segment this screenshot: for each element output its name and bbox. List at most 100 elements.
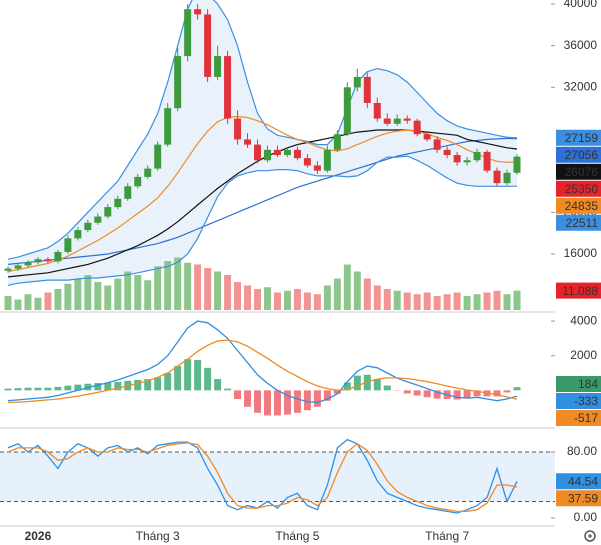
volume-bar (74, 278, 82, 310)
last-value-box (556, 197, 601, 214)
overlay-line (7, 155, 518, 286)
volume-bar (184, 262, 192, 310)
candle-body (443, 149, 451, 156)
candle-body (134, 176, 142, 187)
candle-body (144, 168, 152, 177)
candle-body (224, 56, 232, 119)
histogram-bar (283, 390, 291, 415)
histogram-bar (174, 366, 182, 391)
volume-bar (463, 296, 471, 310)
histogram-bar (263, 390, 271, 416)
histogram-bar (244, 390, 252, 407)
volume-bar (14, 299, 22, 310)
y-tick-label: 80.00 (567, 444, 597, 458)
volume-bar (24, 294, 32, 310)
volume-bar (4, 296, 12, 310)
histogram-bar (383, 385, 391, 391)
volume-bar (164, 261, 172, 310)
candle-body (393, 118, 401, 124)
volume-bar (254, 289, 262, 310)
candle-body (493, 170, 501, 184)
candle-body (373, 102, 381, 119)
x-tick-label: 2026 (25, 529, 52, 543)
histogram-bar (4, 388, 12, 391)
candle-body (44, 259, 52, 262)
candle-body (164, 108, 172, 145)
candle-body (4, 268, 12, 271)
volume-bar (234, 282, 242, 310)
settings-icon[interactable] (584, 530, 596, 542)
volume-bar (443, 294, 451, 310)
volume-bar (104, 285, 112, 310)
volume-bar (413, 294, 421, 310)
volume-bar (513, 290, 521, 310)
volume-bar (263, 287, 271, 310)
candle-body (363, 76, 371, 103)
last-value-label: -333 (574, 394, 598, 408)
candle-body (293, 149, 301, 159)
macd-line (7, 339, 518, 404)
volume-bar (194, 264, 202, 310)
histogram-bar (503, 390, 511, 393)
histogram-bar (104, 382, 112, 391)
histogram-bar (184, 359, 192, 391)
histogram-bar (14, 388, 22, 391)
candle-body (14, 265, 22, 269)
histogram-bar (64, 385, 72, 391)
volume-bar (453, 292, 461, 310)
candle-body (174, 56, 182, 109)
candle-body (413, 120, 421, 135)
histogram-bar (343, 382, 351, 391)
candle-body (453, 155, 461, 163)
histogram-bar (44, 387, 52, 391)
last-value-box (556, 410, 601, 426)
settings-icon-dot[interactable] (588, 534, 592, 538)
overlay-line (7, 137, 518, 265)
macd-line (7, 320, 518, 404)
volume-bar (423, 292, 431, 310)
last-value-label: -517 (574, 411, 598, 425)
histogram-bar (273, 390, 281, 416)
candle-body (343, 87, 351, 135)
histogram-bar (493, 390, 501, 397)
last-value-box (556, 393, 601, 409)
candle-body (54, 251, 62, 262)
candle-body (383, 118, 391, 124)
candle-body (94, 216, 102, 223)
candle-body (184, 9, 192, 57)
candle-body (24, 262, 32, 266)
last-value-box (556, 129, 601, 146)
y-tick-label: 16000 (564, 246, 598, 260)
histogram-bar (473, 390, 481, 397)
histogram-bar (353, 375, 361, 391)
candle-body (313, 165, 321, 171)
x-tick-label: Tháng 3 (136, 529, 180, 543)
candle-body (214, 56, 222, 77)
candle-body (34, 259, 42, 263)
candle-body (263, 149, 271, 161)
candle-body (104, 207, 112, 217)
last-value-box (556, 180, 601, 197)
candle-body (323, 149, 331, 171)
volume-bar (393, 290, 401, 310)
volume-bar (94, 282, 102, 310)
stochastic-line (7, 442, 518, 513)
histogram-bar (513, 387, 521, 391)
volume-bar (134, 275, 142, 310)
candle-body (483, 151, 491, 171)
last-value-label: 11.088 (562, 284, 598, 298)
histogram-bar (333, 390, 341, 394)
candle-body (403, 118, 411, 121)
volume-bar (54, 289, 62, 310)
histogram-bar (413, 390, 421, 396)
histogram-bar (433, 390, 441, 399)
candle-body (254, 144, 262, 161)
histogram-bar (94, 383, 102, 391)
settings-icon-ring[interactable] (584, 530, 596, 542)
histogram-bar (144, 379, 152, 391)
histogram-bar (303, 390, 311, 411)
volume-bar (473, 294, 481, 310)
volume-bar (343, 264, 351, 310)
volume-bar (283, 290, 291, 310)
last-value-box (556, 490, 601, 507)
